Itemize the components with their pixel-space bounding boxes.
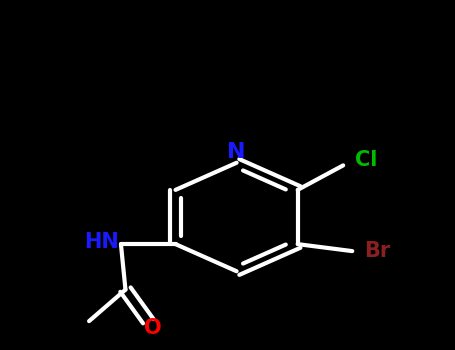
Text: N: N (228, 142, 246, 162)
Text: Br: Br (364, 241, 390, 261)
Text: O: O (144, 318, 162, 338)
Text: Cl: Cl (354, 150, 377, 170)
Text: HN: HN (84, 232, 119, 252)
